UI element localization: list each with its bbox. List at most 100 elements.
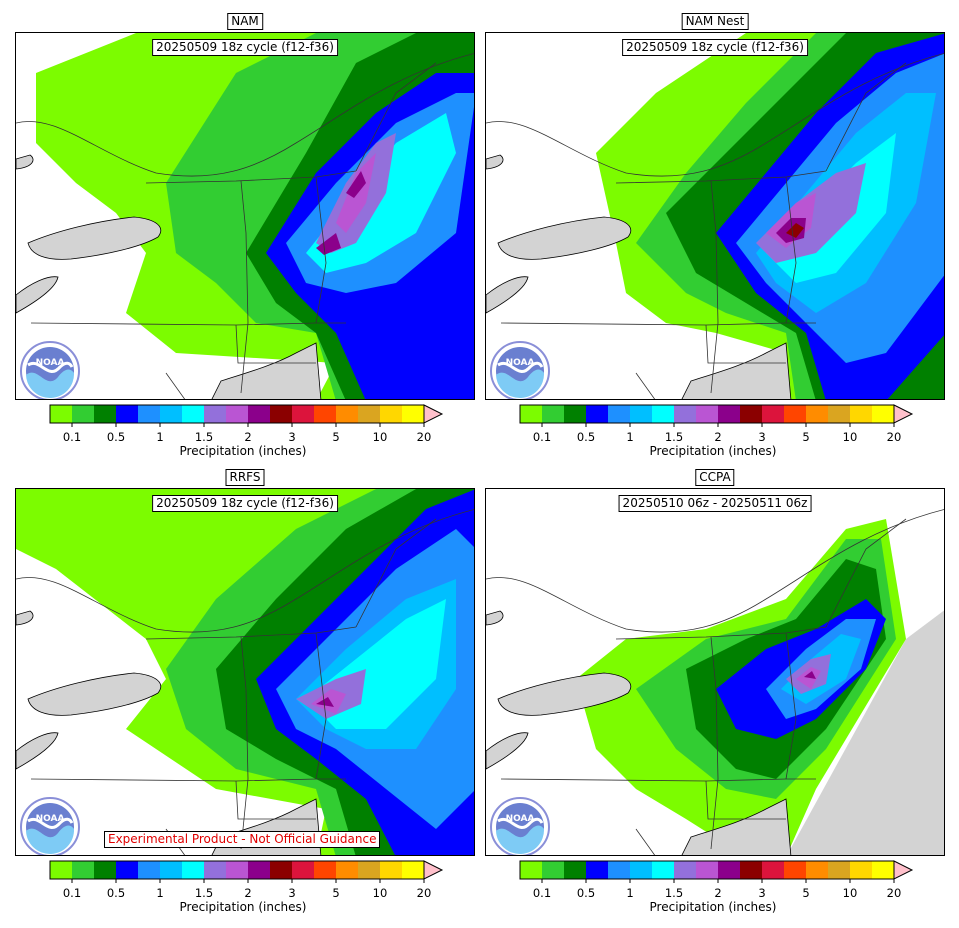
colorbar-swatch (204, 405, 226, 423)
colorbar-swatch (630, 405, 652, 423)
colorbar-swatch (182, 861, 204, 879)
colorbar-swatch (806, 405, 828, 423)
colorbar-swatch (314, 405, 336, 423)
panel-title: NAM Nest (681, 13, 749, 30)
colorbar-swatch (630, 861, 652, 879)
colorbar-swatch (850, 861, 872, 879)
colorbar-swatch (270, 861, 292, 879)
colorbar-swatch (116, 861, 138, 879)
precip-map: 20250510 06z - 20250511 06z (485, 488, 945, 856)
panel-title: NAM (227, 13, 263, 30)
precip-map: 20250509 18z cycle (f12-f36) (15, 32, 475, 400)
colorbar-tick-label: 10 (842, 886, 858, 900)
colorbar-tick-label: 0.5 (576, 886, 596, 900)
colorbar-tick-label: 1.5 (664, 430, 684, 444)
colorbar-label: Precipitation (inches) (179, 444, 307, 458)
precip-field (16, 489, 474, 855)
colorbar-swatch (380, 861, 402, 879)
colorbar-swatch (850, 405, 872, 423)
colorbar-swatch (828, 861, 850, 879)
colorbar-swatch (652, 405, 674, 423)
colorbar-swatch (718, 861, 740, 879)
colorbar-swatches (49, 860, 444, 883)
colorbar-tick-label: 0.1 (532, 430, 552, 444)
colorbar-tick-label: 1 (156, 430, 164, 444)
colorbar-swatch (520, 405, 542, 423)
colorbar-swatch (116, 405, 138, 423)
cycle-label: 20250509 18z cycle (f12-f36) (152, 495, 338, 512)
colorbar-tick-label: 3 (758, 886, 766, 900)
colorbar-tick-label: 3 (758, 430, 766, 444)
colorbar-tick-label: 0.5 (106, 886, 126, 900)
colorbar-swatch (314, 861, 336, 879)
panel-nam-nest: NAM Nest 20250509 18z cycle (f12-f36) 0.… (470, 0, 950, 460)
colorbar-swatch (402, 861, 424, 879)
colorbar-swatches (49, 404, 444, 427)
colorbar-extend-arrow (893, 404, 914, 424)
colorbar-swatches (519, 860, 914, 883)
colorbar-swatch (380, 405, 402, 423)
colorbar-tick-label: 2 (244, 886, 252, 900)
colorbar-swatch (784, 861, 806, 879)
colorbar-swatch (608, 861, 630, 879)
cycle-label: 20250510 06z - 20250511 06z (618, 495, 812, 512)
panel-ccpa: CCPA 20250510 06z - 20250511 06z 0.1 0.5 1… (470, 456, 950, 926)
colorbar-tick-label: 0.1 (532, 886, 552, 900)
colorbar-tick-label: 0.1 (62, 886, 82, 900)
colorbar-swatch (50, 405, 72, 423)
colorbar-swatch (50, 861, 72, 879)
colorbar-tick-label: 5 (802, 430, 810, 444)
colorbar-swatch (520, 861, 542, 879)
colorbar-swatch (586, 861, 608, 879)
colorbar-tick-label: 0.5 (106, 430, 126, 444)
colorbar-swatch (402, 405, 424, 423)
cycle-label: 20250509 18z cycle (f12-f36) (152, 39, 338, 56)
colorbar-tick-label: 3 (288, 430, 296, 444)
colorbar-tick-label: 1 (626, 886, 634, 900)
colorbar-tick-label: 3 (288, 886, 296, 900)
colorbar-swatch (564, 861, 586, 879)
colorbar-swatch (204, 861, 226, 879)
colorbar-tick-label: 10 (372, 430, 388, 444)
colorbar-swatch (762, 861, 784, 879)
colorbar-label: Precipitation (inches) (649, 900, 777, 914)
colorbar-swatch (336, 405, 358, 423)
colorbar-tick-label: 20 (416, 886, 432, 900)
precip-field (486, 489, 944, 855)
colorbar: 0.1 0.5 1 1.5 2 3 5 10 20 Precipitation (inches) (518, 859, 918, 919)
colorbar: 0.1 0.5 1 1.5 2 3 5 10 20 Precipitation (inches) (518, 403, 918, 463)
colorbar-swatch (248, 405, 270, 423)
panel-title: CCPA (695, 469, 735, 486)
colorbar-swatch (762, 405, 784, 423)
colorbar-swatch (226, 405, 248, 423)
colorbar-swatch (586, 405, 608, 423)
colorbar-extend-arrow (423, 404, 444, 424)
colorbar-swatch (160, 861, 182, 879)
precip-field (486, 33, 944, 399)
panel-title: RRFS (225, 469, 265, 486)
colorbar-tick-label: 20 (416, 430, 432, 444)
colorbar-swatch (674, 405, 696, 423)
colorbar-swatch (226, 861, 248, 879)
colorbar-tick-label: 1 (156, 886, 164, 900)
colorbar-swatch (336, 861, 358, 879)
colorbar-swatch (828, 405, 850, 423)
colorbar-tick-label: 2 (244, 430, 252, 444)
colorbar-swatch (358, 405, 380, 423)
precip-map: 20250509 18z cycle (f12-f36) Experimenta… (15, 488, 475, 856)
noaa-logo (489, 340, 551, 399)
disclaimer-label: Experimental Product - Not Official Guid… (104, 831, 381, 848)
colorbar: 0.1 0.5 1 1.5 2 3 5 10 20 Precipitation (inches) (48, 859, 448, 919)
colorbar-swatch (784, 405, 806, 423)
colorbar-tick-label: 0.5 (576, 430, 596, 444)
colorbar-swatch (652, 861, 674, 879)
colorbar-swatch (94, 405, 116, 423)
panel-nam: NAM 20250509 18z cycle (f12-f36) 0.1 0.5 1… (0, 0, 480, 460)
colorbar-swatch (564, 405, 586, 423)
colorbar-swatches (519, 404, 914, 427)
colorbar-swatch (160, 405, 182, 423)
colorbar-extend-arrow (423, 860, 444, 880)
colorbar-swatch (270, 405, 292, 423)
colorbar-swatch (740, 861, 762, 879)
colorbar-label: Precipitation (inches) (649, 444, 777, 458)
